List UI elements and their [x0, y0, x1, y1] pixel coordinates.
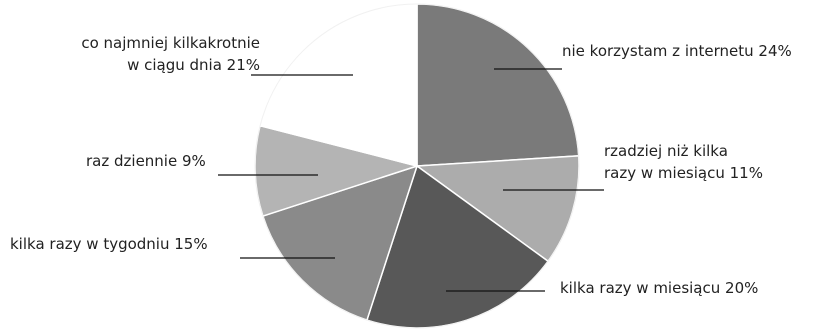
label-kilka-razy-w-tygodniu-line-1: kilka razy w tygodniu 15% — [10, 235, 208, 253]
label-kilka-razy-w-miesiacu-line-1: kilka razy w miesiącu 20% — [560, 279, 759, 297]
label-kilka-razy-w-tygodniu: kilka razy w tygodniu 15% — [10, 233, 208, 255]
label-co-najmniej: co najmniej kilkakrotnie w ciągu dnia 21… — [81, 32, 260, 76]
label-raz-dziennie-line-1: raz dziennie 9% — [86, 152, 206, 170]
label-kilka-razy-w-miesiacu: kilka razy w miesiącu 20% — [560, 277, 758, 299]
label-rzadziej-line-2: razy w miesiącu 11% — [604, 164, 763, 182]
label-rzadziej: rzadziej niż kilka razy w miesiącu 11% — [604, 140, 763, 184]
slice-nie-korzystam — [416, 3, 580, 167]
pie-outline — [254, 3, 580, 329]
label-co-najmniej-line-1: co najmniej kilkakrotnie — [81, 34, 260, 52]
label-nie-korzystam-line-1: nie korzystam z internetu 24% — [562, 42, 792, 60]
label-nie-korzystam: nie korzystam z internetu 24% — [562, 40, 792, 62]
label-rzadziej-line-1: rzadziej niż kilka — [604, 142, 728, 160]
label-raz-dziennie: raz dziennie 9% — [86, 150, 206, 172]
label-co-najmniej-line-2: w ciągu dnia 21% — [127, 56, 260, 74]
